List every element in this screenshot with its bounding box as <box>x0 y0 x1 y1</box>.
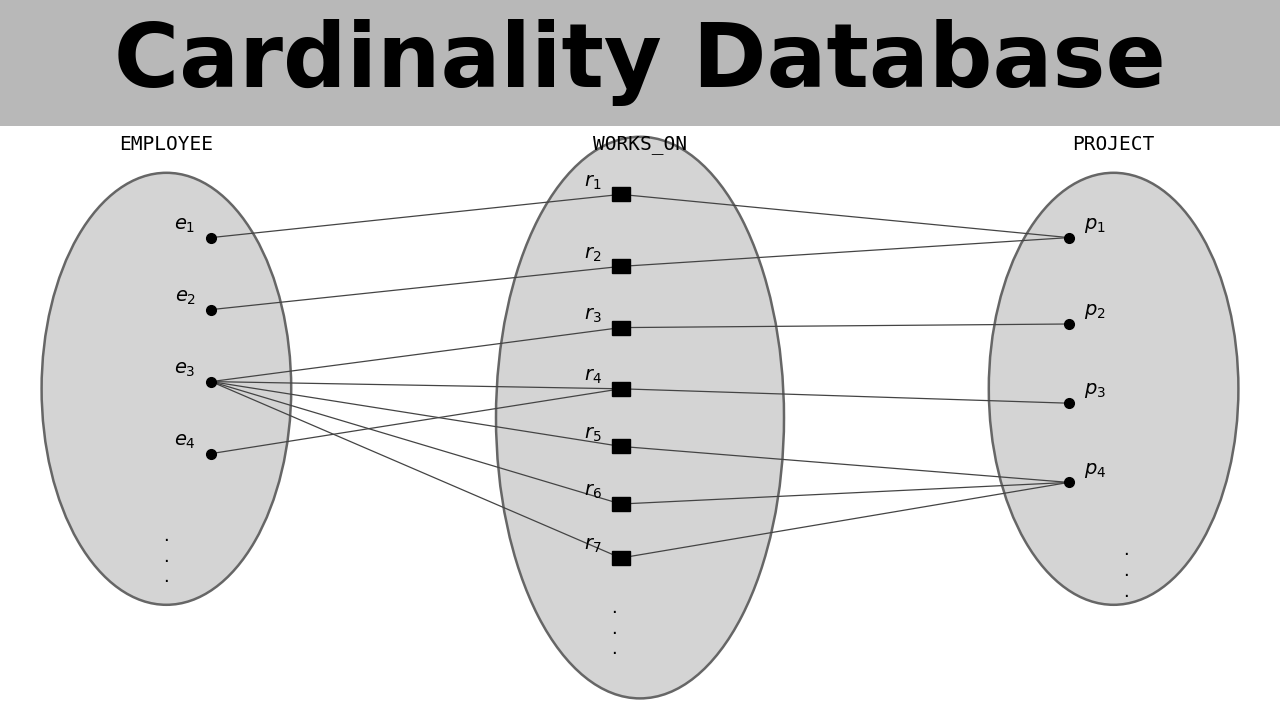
Text: $p_{2}$: $p_{2}$ <box>1084 302 1106 321</box>
Text: $p_{3}$: $p_{3}$ <box>1084 382 1106 400</box>
Text: Cardinality Database: Cardinality Database <box>114 19 1166 107</box>
Bar <box>612 439 630 454</box>
Ellipse shape <box>497 137 783 698</box>
Text: ·
·
·: · · · <box>164 532 169 591</box>
Text: $r_{6}$: $r_{6}$ <box>584 482 602 501</box>
Text: $r_{2}$: $r_{2}$ <box>585 245 602 264</box>
Bar <box>612 187 630 202</box>
Text: WORKS_ON: WORKS_ON <box>593 135 687 153</box>
Bar <box>612 551 630 565</box>
Text: $r_{5}$: $r_{5}$ <box>584 425 602 444</box>
Text: EMPLOYEE: EMPLOYEE <box>119 135 214 153</box>
Text: $r_{7}$: $r_{7}$ <box>584 536 602 555</box>
Text: $p_{4}$: $p_{4}$ <box>1084 461 1106 480</box>
Bar <box>0 0 1280 126</box>
Text: ·
·
·: · · · <box>1124 546 1129 606</box>
Text: ·
·
·: · · · <box>612 604 617 663</box>
Text: $e_{4}$: $e_{4}$ <box>174 432 196 451</box>
Text: $p_{1}$: $p_{1}$ <box>1084 216 1106 235</box>
Text: $r_{3}$: $r_{3}$ <box>584 306 602 325</box>
Text: $e_{1}$: $e_{1}$ <box>174 216 196 235</box>
Bar <box>612 259 630 274</box>
Bar <box>612 320 630 335</box>
Text: PROJECT: PROJECT <box>1073 135 1155 153</box>
Text: $e_{3}$: $e_{3}$ <box>174 360 196 379</box>
Ellipse shape <box>41 173 292 605</box>
Text: $r_{4}$: $r_{4}$ <box>584 367 602 386</box>
Bar <box>612 382 630 396</box>
Text: $e_{2}$: $e_{2}$ <box>174 288 196 307</box>
Bar <box>612 497 630 511</box>
Text: $r_{1}$: $r_{1}$ <box>584 173 602 192</box>
Ellipse shape <box>988 173 1238 605</box>
